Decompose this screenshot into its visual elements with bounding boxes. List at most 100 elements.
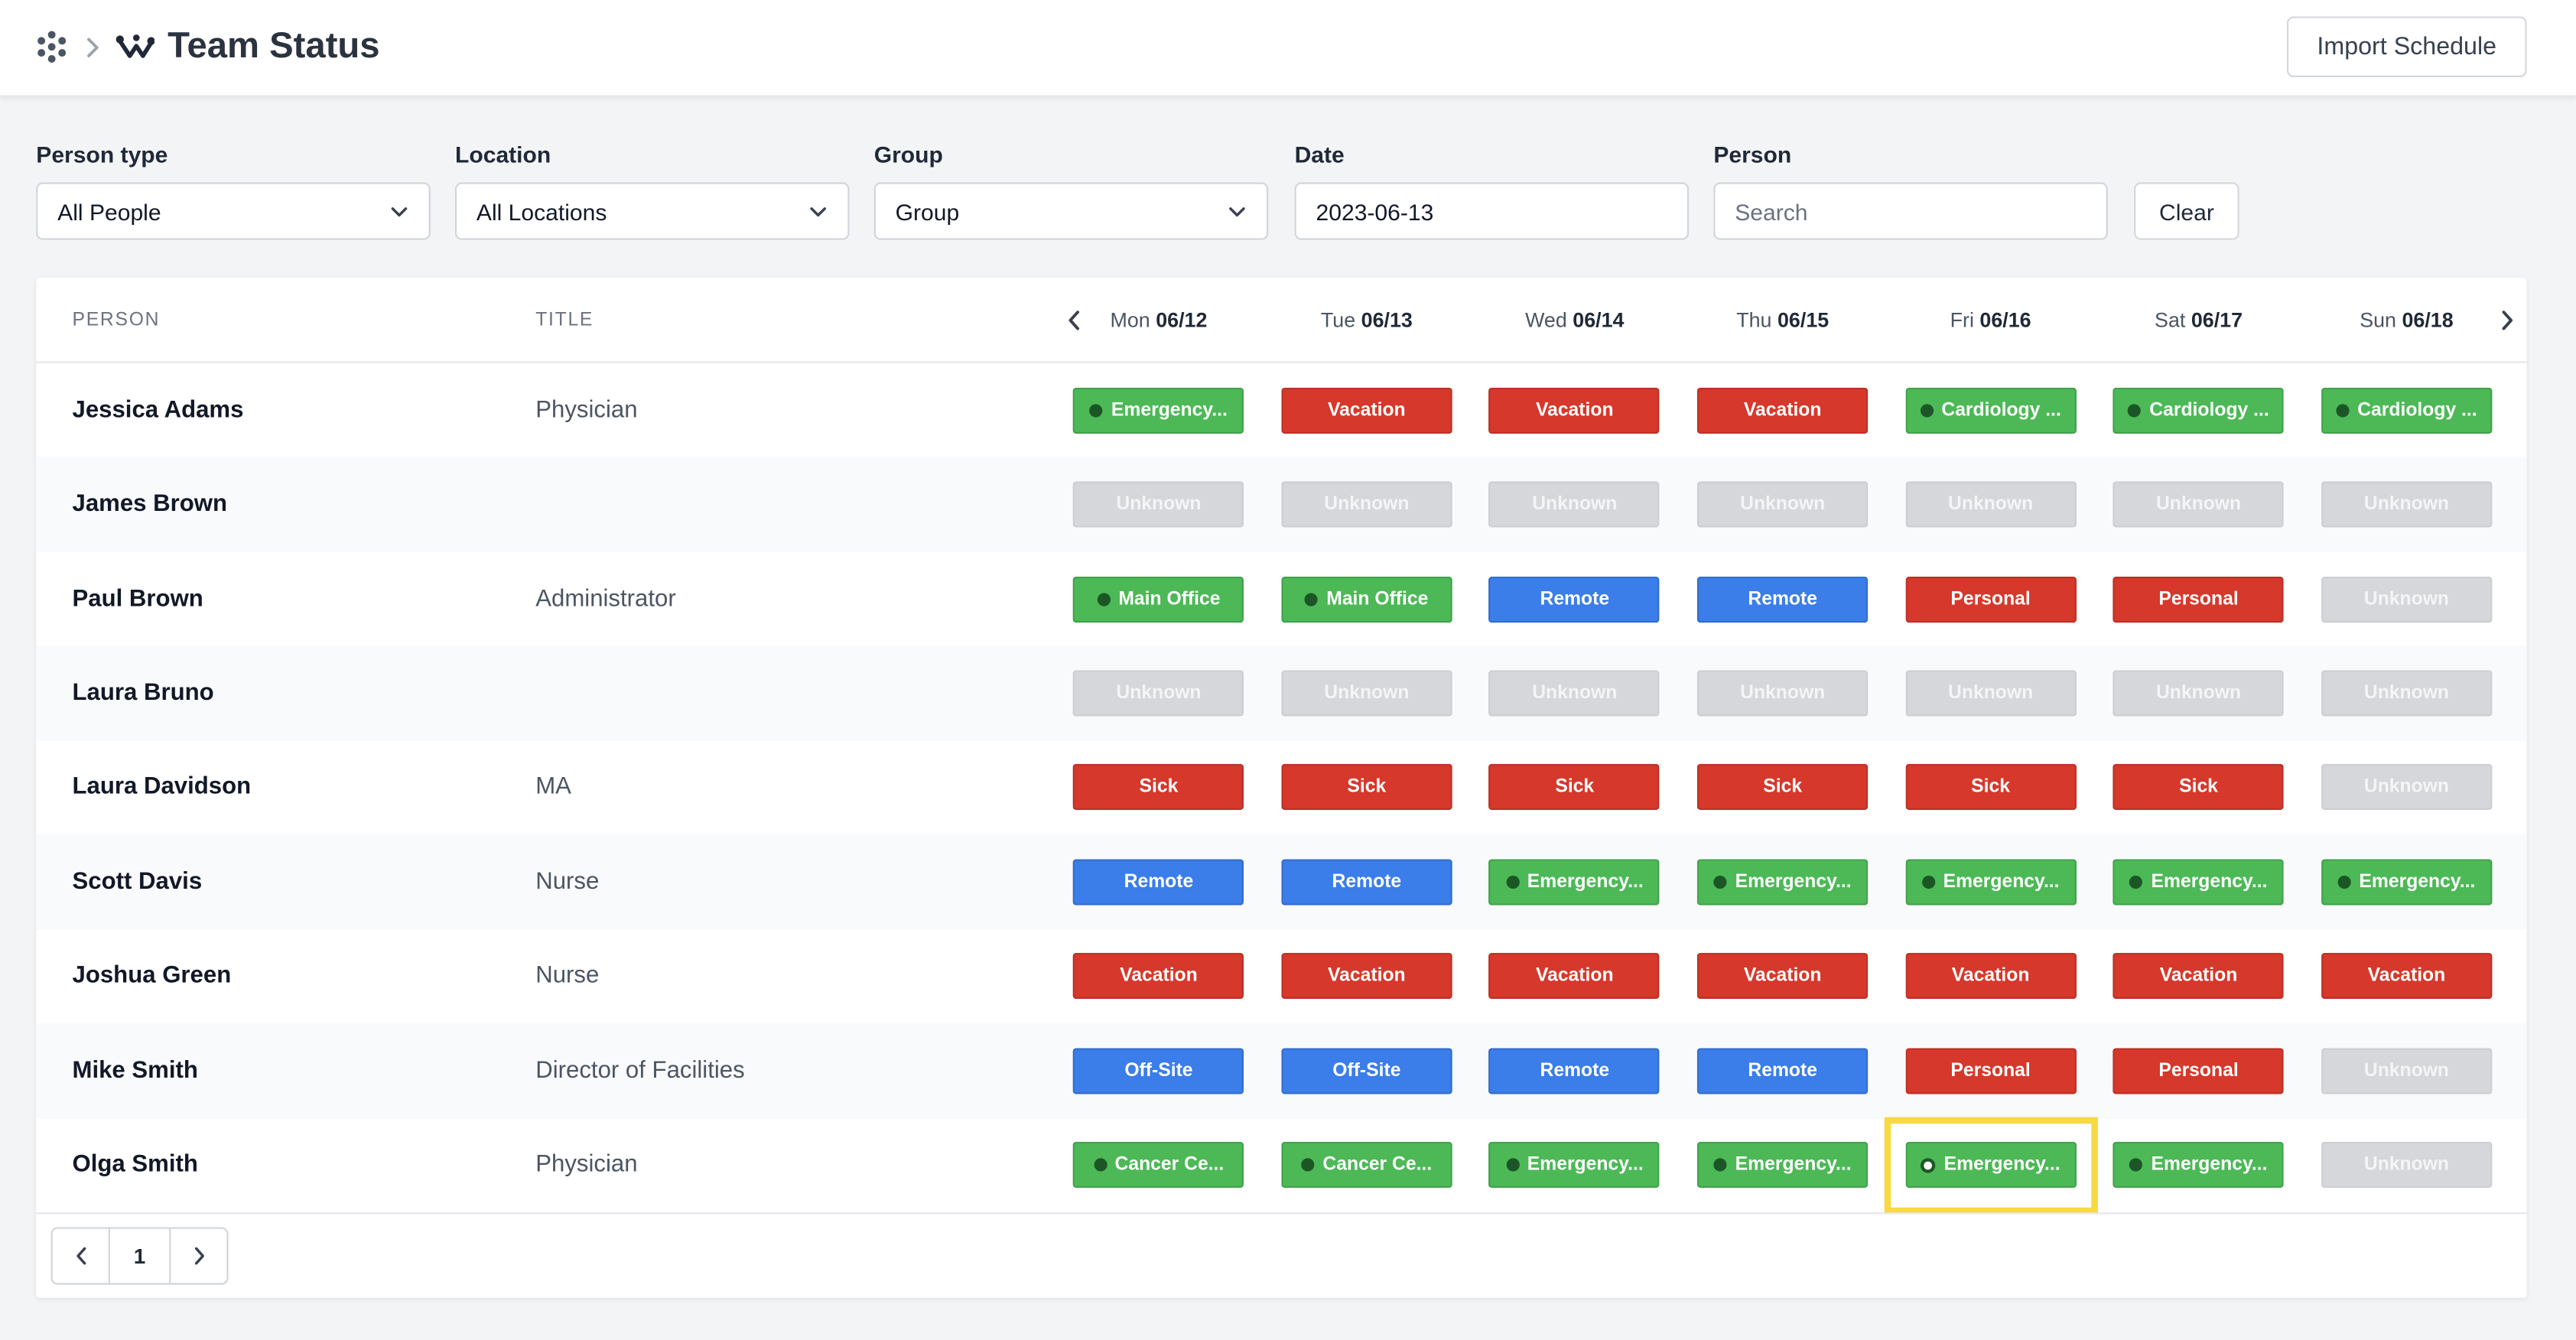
status-badge[interactable]: Cancer Ce... [1281, 1142, 1452, 1189]
status-label: Vacation [1743, 966, 1822, 987]
status-badge[interactable]: Main Office [1281, 576, 1452, 623]
status-badge[interactable]: Unknown [1073, 670, 1244, 717]
status-badge[interactable]: Emergency... [1489, 1142, 1660, 1189]
person-title: Administrator [535, 585, 676, 613]
status-badge[interactable]: Remote [1489, 576, 1660, 623]
status-badge[interactable]: Emergency... [1697, 859, 1869, 906]
status-badge[interactable]: Cardiology ... [2321, 387, 2493, 434]
status-badge[interactable]: Unknown [1697, 670, 1869, 717]
status-badge[interactable]: Emergency... [2113, 1142, 2285, 1189]
status-badge[interactable]: Emergency... [1904, 1142, 2077, 1189]
day-name: Thu [1736, 307, 1772, 331]
status-badge[interactable]: Unknown [1073, 481, 1244, 528]
status-badge[interactable]: Unknown [2321, 1142, 2493, 1189]
pagination-page-button[interactable]: 1 [110, 1228, 171, 1283]
day-header: Tue 06/13 [1263, 308, 1471, 331]
status-badge[interactable]: Unknown [2113, 481, 2285, 528]
clear-button[interactable]: Clear [2134, 182, 2239, 240]
status-badge[interactable]: Emergency... [2321, 859, 2493, 906]
status-badge[interactable]: Vacation [1489, 953, 1660, 1000]
person-label: Person [1713, 141, 1792, 168]
status-badge[interactable]: Vacation [1489, 387, 1660, 434]
prev-week-chevron-left-icon[interactable] [1068, 311, 1081, 330]
person-type-select[interactable]: All People [36, 182, 431, 240]
pagination-prev-button[interactable] [53, 1228, 110, 1283]
status-label: Sick [1555, 777, 1595, 798]
status-badge[interactable]: Unknown [1697, 481, 1869, 528]
status-badge[interactable]: Emergency... [1073, 387, 1244, 434]
column-header-title: TITLE [535, 309, 594, 330]
status-badge[interactable]: Vacation [2321, 953, 2493, 1000]
status-badge[interactable]: Cardiology ... [1904, 387, 2077, 434]
day-header: Thu 06/15 [1679, 308, 1887, 331]
status-badge[interactable]: Personal [1904, 576, 2077, 623]
person-name: Scott Davis [72, 869, 203, 896]
chevron-down-icon [391, 206, 408, 216]
status-badge[interactable]: Personal [1904, 1047, 2077, 1094]
location-label: Location [454, 141, 551, 168]
status-badge[interactable]: Sick [1281, 764, 1452, 811]
status-badge[interactable]: Unknown [1281, 481, 1452, 528]
person-title: MA [535, 774, 571, 802]
status-badge[interactable]: Vacation [1904, 953, 2077, 1000]
status-badge[interactable]: Unknown [2321, 1047, 2493, 1094]
status-badge[interactable]: Cardiology ... [2113, 387, 2285, 434]
status-badge[interactable]: Cancer Ce... [1073, 1142, 1244, 1189]
status-badge[interactable]: Remote [1281, 859, 1452, 906]
grid-dots-icon[interactable] [34, 30, 69, 64]
status-badge[interactable]: Off-Site [1281, 1047, 1452, 1094]
status-badge[interactable]: Unknown [1489, 670, 1660, 717]
status-badge[interactable]: Unknown [1904, 670, 2077, 717]
status-badge[interactable]: Personal [2113, 1047, 2285, 1094]
status-badge[interactable]: Emergency... [1697, 1142, 1869, 1189]
import-schedule-button[interactable]: Import Schedule [2286, 16, 2527, 77]
status-badge[interactable]: Unknown [2321, 670, 2493, 717]
table-row: Mike Smith Director of Facilities Off-Si… [36, 1023, 2527, 1118]
day-date: 06/16 [1979, 307, 2031, 331]
day-name: Sat [2155, 307, 2186, 331]
status-badge[interactable]: Emergency... [1904, 859, 2077, 906]
status-badge[interactable]: Vacation [1697, 953, 1869, 1000]
status-badge[interactable]: Unknown [1281, 670, 1452, 717]
status-badge[interactable]: Emergency... [2113, 859, 2285, 906]
status-badge[interactable]: Remote [1489, 1047, 1660, 1094]
status-badge[interactable]: Vacation [1697, 387, 1869, 434]
status-badge[interactable]: Unknown [1904, 481, 2077, 528]
next-week-chevron-right-icon[interactable] [2500, 311, 2513, 330]
status-label: Unknown [2363, 1061, 2450, 1081]
status-label: Personal [1950, 589, 2031, 610]
status-badge[interactable]: Main Office [1073, 576, 1244, 623]
pagination-next-button[interactable] [171, 1229, 226, 1283]
status-badge[interactable]: Unknown [2113, 670, 2285, 717]
status-badge[interactable]: Remote [1073, 859, 1244, 906]
status-badge[interactable]: Sick [1697, 764, 1869, 811]
status-badge[interactable]: Emergency... [1489, 859, 1660, 906]
location-value: All Locations [476, 197, 607, 225]
status-badge[interactable]: Remote [1697, 1047, 1869, 1094]
status-badge[interactable]: Personal [2113, 576, 2285, 623]
group-select[interactable]: Group [873, 182, 1269, 240]
status-badge[interactable]: Vacation [1281, 387, 1452, 434]
status-badge[interactable]: Unknown [1489, 481, 1660, 528]
day-date: 06/12 [1156, 307, 1208, 331]
status-badge[interactable]: Sick [1904, 764, 2077, 811]
status-badge[interactable]: Unknown [2321, 576, 2493, 623]
location-select[interactable]: All Locations [454, 182, 850, 240]
day-name: Fri [1950, 307, 1974, 331]
status-badge[interactable]: Vacation [2113, 953, 2285, 1000]
status-badge[interactable]: Sick [1073, 764, 1244, 811]
status-label: Unknown [2155, 494, 2242, 515]
status-badge[interactable]: Unknown [2321, 764, 2493, 811]
status-badge[interactable]: Sick [1489, 764, 1660, 811]
status-badge[interactable]: Vacation [1073, 953, 1244, 1000]
status-badge[interactable]: Vacation [1281, 953, 1452, 1000]
person-search-input[interactable] [1713, 182, 2108, 240]
status-badge[interactable]: Sick [2113, 764, 2285, 811]
status-badge[interactable]: Off-Site [1073, 1047, 1244, 1094]
status-badge[interactable]: Remote [1697, 576, 1869, 623]
status-badge[interactable]: Unknown [2321, 481, 2493, 528]
page-title: Team Status [168, 24, 380, 66]
person-title: Nurse [535, 963, 600, 990]
date-input[interactable] [1294, 182, 1690, 240]
status-label: Emergency... [1735, 1155, 1852, 1176]
